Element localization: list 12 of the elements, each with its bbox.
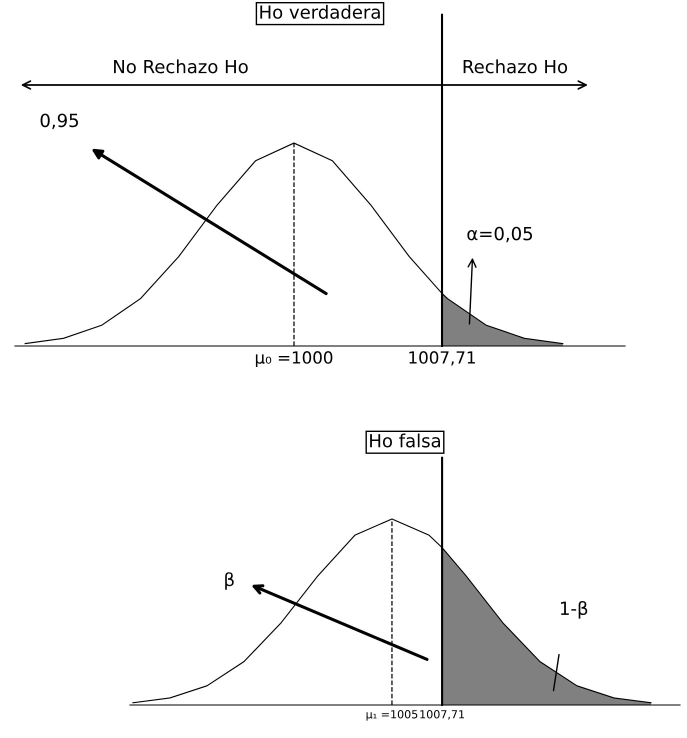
x-tick-label: 1007,71 bbox=[409, 351, 475, 366]
annotation: β bbox=[225, 572, 234, 590]
x-tick-label: μ₀ =1000 bbox=[256, 351, 332, 367]
annotation: 1-β bbox=[560, 601, 588, 619]
text: Rechazo Ho bbox=[464, 59, 568, 74]
chart-title: Ho falsa bbox=[370, 434, 440, 448]
annotation: α=0,05 bbox=[467, 226, 532, 242]
text: No Rechazo Ho bbox=[114, 59, 248, 74]
x-tick-label: μ₁ =1005 bbox=[366, 710, 418, 721]
text: 0,95 bbox=[40, 114, 78, 130]
chart-title: Ho verdadera bbox=[260, 4, 380, 19]
x-tick-label: 1007,71 bbox=[420, 710, 464, 720]
